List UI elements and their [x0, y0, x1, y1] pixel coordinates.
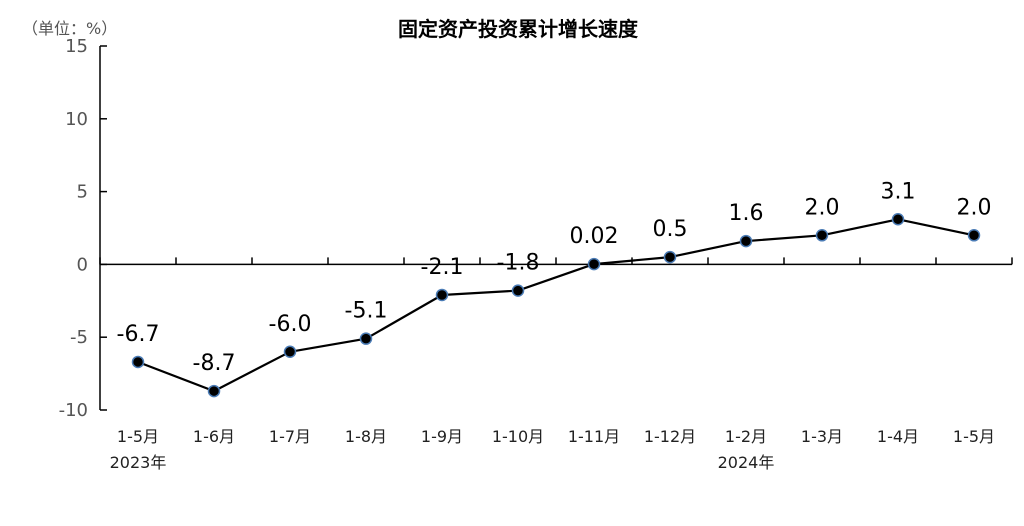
data-label: -2.1 [421, 255, 464, 280]
y-axis-ticks: 15 10 5 0 -5 -10 [59, 36, 107, 421]
data-point [511, 284, 525, 297]
data-point [359, 332, 373, 345]
data-label: -8.7 [193, 351, 236, 376]
data-label: -6.0 [269, 312, 312, 337]
x-tick-label: 1-11月 [568, 427, 620, 446]
x-tick-label: 1-6月 [193, 427, 235, 446]
data-label: 0.5 [653, 217, 688, 242]
data-label: -5.1 [345, 299, 388, 324]
x-tick-label: 1-8月 [345, 427, 387, 446]
data-point [663, 250, 677, 264]
data-label: 2.0 [957, 195, 992, 220]
data-point [207, 384, 221, 398]
data-label: 3.1 [881, 179, 916, 204]
unit-label: （单位：%） [22, 19, 117, 38]
x-tick-label: 1-3月 [801, 427, 843, 446]
axes [99, 46, 1012, 410]
y-tick-label: -10 [59, 400, 88, 421]
y-tick-label: 10 [65, 109, 88, 130]
data-point [283, 345, 297, 359]
data-points [131, 213, 981, 398]
data-labels: -6.7 -8.7 -6.0 -5.1 -2.1 -1.8 0.02 0.5 1.6 2.0 3.1… [117, 179, 992, 376]
data-point [739, 234, 753, 248]
series-line [137, 218, 975, 393]
x-tick-label: 1-4月 [877, 427, 919, 446]
x-tick-label: 1-10月 [492, 427, 544, 446]
data-point [967, 229, 981, 242]
year-label: 2023年 [110, 453, 167, 472]
data-label: -1.8 [497, 251, 540, 276]
x-tick-label: 1-9月 [421, 427, 463, 446]
x-tick-label: 1-2月 [725, 427, 767, 446]
x-tick-label: 1-5月 [953, 427, 995, 446]
data-point [587, 257, 601, 271]
data-label: 1.6 [729, 201, 764, 226]
data-label: 2.0 [805, 195, 840, 220]
y-tick-label: -5 [70, 327, 88, 348]
series-line-path [137, 218, 975, 393]
x-tick-label: 1-5月 [117, 427, 159, 446]
y-tick-label: 5 [77, 182, 88, 203]
x-tick-label: 1-7月 [269, 427, 311, 446]
data-point [435, 288, 449, 302]
data-label: 0.02 [570, 224, 619, 249]
year-label: 2024年 [718, 453, 775, 472]
chart-title: 固定资产投资累计增长速度 [398, 17, 639, 41]
x-axis-ticks: 1-5月 1-6月 1-7月 1-8月 1-9月 1-10月 1-11月 1-12月 1-2月 1… [99, 257, 1013, 472]
y-tick-label: 0 [77, 254, 88, 275]
x-tick-label: 1-12月 [644, 427, 696, 446]
data-label: -6.7 [117, 322, 160, 347]
data-point [131, 355, 145, 369]
data-point [891, 213, 905, 226]
y-tick-label: 15 [65, 36, 88, 57]
data-point [815, 229, 829, 242]
